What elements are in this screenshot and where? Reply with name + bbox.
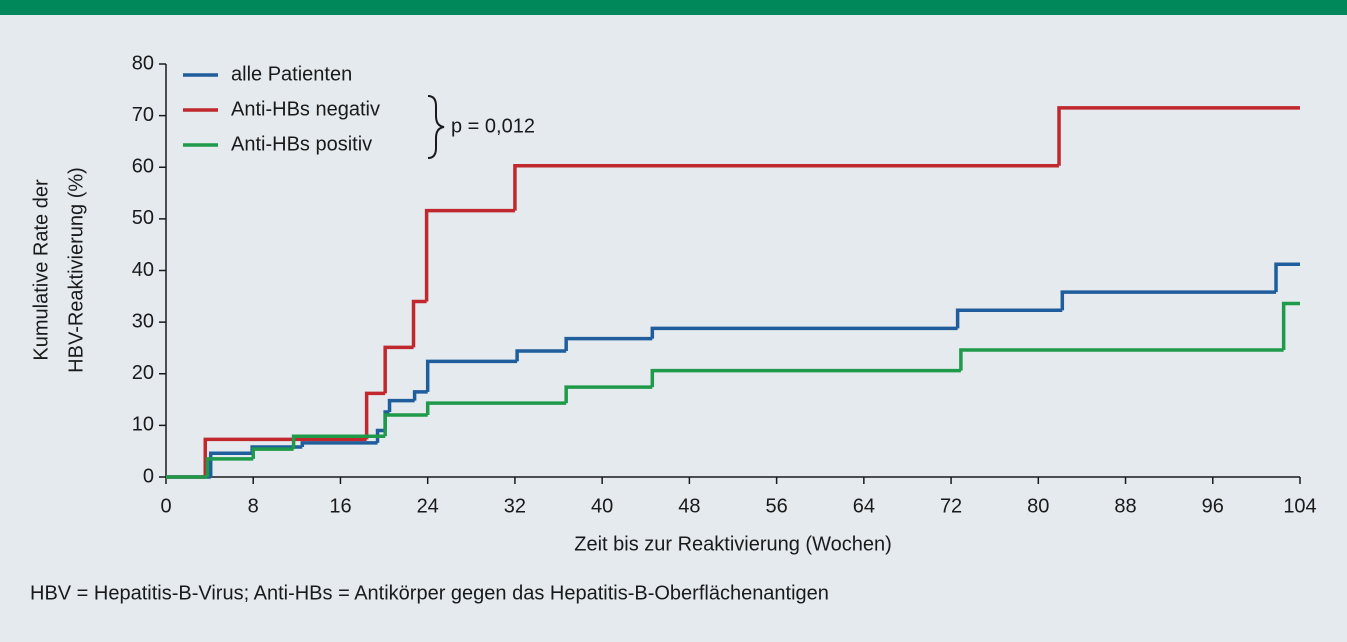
step-segment — [955, 308, 1063, 329]
y-tick-label: 70 — [132, 104, 154, 126]
x-tick-label: 32 — [504, 495, 526, 517]
legend-label: Anti-HBs negativ — [231, 98, 380, 120]
y-tick-label: 0 — [143, 465, 154, 487]
x-tick-label: 8 — [248, 495, 259, 517]
y-axis-label: Kumulative Rate der — [30, 179, 52, 361]
step-segment — [650, 368, 961, 388]
x-tick-label: 96 — [1202, 495, 1224, 517]
step-segment — [1057, 106, 1300, 166]
x-axis-label: Zeit bis zur Reaktivierung (Wochen) — [574, 533, 892, 555]
x-tick-label: 48 — [678, 495, 700, 517]
step-segment — [387, 398, 415, 412]
top-bar — [0, 0, 1347, 15]
step-segment — [208, 451, 253, 477]
step-segment — [383, 413, 428, 437]
step-segment — [424, 208, 515, 302]
x-tick-label: 24 — [417, 495, 439, 517]
x-tick-label: 56 — [765, 495, 787, 517]
x-tick-label: 16 — [329, 495, 351, 517]
x-tick-label: 0 — [160, 495, 171, 517]
step-segment — [383, 345, 414, 394]
step-segment — [251, 447, 294, 459]
step-segment — [1274, 262, 1300, 293]
x-tick-label: 80 — [1027, 495, 1049, 517]
y-axis-label: HBV-Reaktivierung (%) — [65, 167, 87, 373]
step-segment — [425, 359, 518, 392]
step-segment — [650, 326, 958, 339]
y-tick-label: 40 — [132, 259, 154, 281]
y-tick-label: 20 — [132, 362, 154, 384]
step-segment — [959, 348, 1284, 371]
step-segment — [513, 163, 1060, 211]
step-segment — [1281, 301, 1300, 351]
legend-label: Anti-HBs positiv — [231, 133, 372, 155]
step-segment — [203, 437, 367, 477]
step-segment — [564, 336, 653, 352]
step-segment — [412, 390, 428, 401]
step-segment — [364, 391, 386, 440]
step-segment — [205, 457, 254, 477]
legend-label: alle Patienten — [231, 63, 352, 85]
y-tick-label: 60 — [132, 156, 154, 178]
step-segment — [291, 434, 386, 450]
x-tick-label: 104 — [1283, 495, 1316, 517]
annotation: p = 0,012 — [451, 115, 535, 137]
y-tick-label: 10 — [132, 414, 154, 436]
x-tick-label: 64 — [853, 495, 875, 517]
step-segment — [411, 299, 427, 348]
step-segment — [300, 441, 378, 448]
step-segment — [425, 401, 567, 416]
y-tick-label: 50 — [132, 207, 154, 229]
y-tick-label: 30 — [132, 310, 154, 332]
step-segment — [564, 385, 653, 404]
step-segment — [1060, 290, 1277, 311]
x-tick-label: 40 — [591, 495, 613, 517]
step-segment — [375, 428, 386, 443]
step-segment — [515, 349, 567, 362]
y-tick-label: 80 — [132, 52, 154, 74]
x-tick-label: 72 — [940, 495, 962, 517]
x-tick-label: 88 — [1114, 495, 1136, 517]
brace — [427, 95, 445, 159]
footnote: HBV = Hepatitis-B-Virus; Anti-HBs = Anti… — [30, 582, 829, 604]
